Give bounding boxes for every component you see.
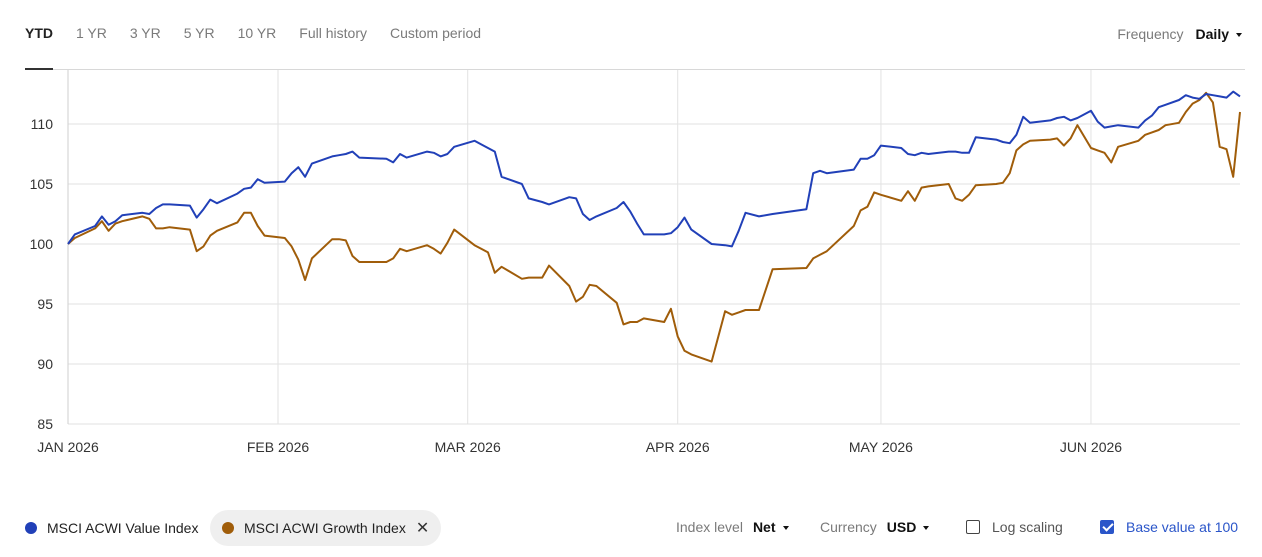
currency-label: Currency [820,519,877,535]
frequency-control: Frequency Daily [1117,26,1242,42]
grid-lines [67,70,1240,425]
log-scaling-label: Log scaling [992,519,1063,535]
base-value-label: Base value at 100 [1126,519,1239,535]
period-selector: YTD 1 YR 3 YR 5 YR 10 YR Full history Cu… [25,25,504,41]
period-3yr[interactable]: 3 YR [129,25,161,41]
x-tick-label: MAR 2026 [435,439,501,455]
x-tick-label: JUN 2026 [1060,439,1122,455]
close-icon[interactable]: ✕ [415,520,430,537]
legend-label: MSCI ACWI Value Index [47,520,199,536]
currency-dropdown[interactable]: USD [887,519,930,535]
legend-item-value[interactable]: MSCI ACWI Value Index [25,510,198,546]
caret-down-icon [782,526,789,531]
line-chart: JAN 2026 FEB 2026 MAR 2026 APR 2026 MAY 2026… [30,70,1241,455]
index-level-dropdown[interactable]: Net [753,519,789,535]
currency-control: Currency USD [820,519,930,535]
y-tick-label: 95 [37,296,53,312]
caret-down-icon [1236,33,1242,38]
period-5yr[interactable]: 5 YR [183,25,215,41]
currency-value: USD [886,519,917,535]
base-value-checkbox[interactable] [1100,520,1114,534]
x-tick-label: MAY 2026 [849,439,913,455]
active-period-indicator [25,68,53,70]
x-axis-labels: JAN 2026 FEB 2026 MAR 2026 APR 2026 MAY 2026… [37,439,1122,455]
legend-label: MSCI ACWI Growth Index [244,520,406,536]
index-level-value: Net [752,519,776,535]
period-custom[interactable]: Custom period [389,25,482,41]
series-lines [67,90,1241,363]
caret-down-icon [923,526,930,531]
period-ytd[interactable]: YTD [25,25,53,41]
x-tick-label: FEB 2026 [247,439,309,455]
base-value-toggle[interactable]: Base value at 100 [1100,519,1238,535]
x-tick-label: APR 2026 [646,439,710,455]
x-tick-label: JAN 2026 [37,439,99,455]
frequency-value: Daily [1195,26,1229,42]
series-line-growth [67,91,1241,363]
legend-item-growth[interactable]: MSCI ACWI Growth Index ✕ [210,510,442,546]
period-10yr[interactable]: 10 YR [237,25,277,41]
series-line-value [67,90,1241,248]
index-level-control: Index level Net [676,519,789,535]
legend-dot-icon [222,522,234,534]
period-full-history[interactable]: Full history [299,25,367,41]
frequency-dropdown[interactable]: Daily [1196,26,1242,42]
log-scaling-checkbox[interactable] [966,520,980,534]
y-tick-label: 100 [30,236,54,252]
y-tick-label: 110 [31,116,54,132]
y-tick-label: 90 [37,356,53,372]
legend-dot-icon [25,522,37,534]
toolbar: YTD 1 YR 3 YR 5 YR 10 YR Full history Cu… [0,0,1262,70]
frequency-label: Frequency [1117,26,1184,42]
log-scaling-toggle[interactable]: Log scaling [966,519,1063,535]
y-tick-label: 105 [30,176,54,192]
y-tick-label: 85 [37,416,53,432]
y-axis-labels: 85 90 95 100 105 110 [30,116,54,432]
index-level-label: Index level [676,519,743,535]
period-1yr[interactable]: 1 YR [76,25,107,41]
chart-footer: MSCI ACWI Value Index MSCI ACWI Growth I… [0,510,1262,550]
divider [25,69,1245,70]
